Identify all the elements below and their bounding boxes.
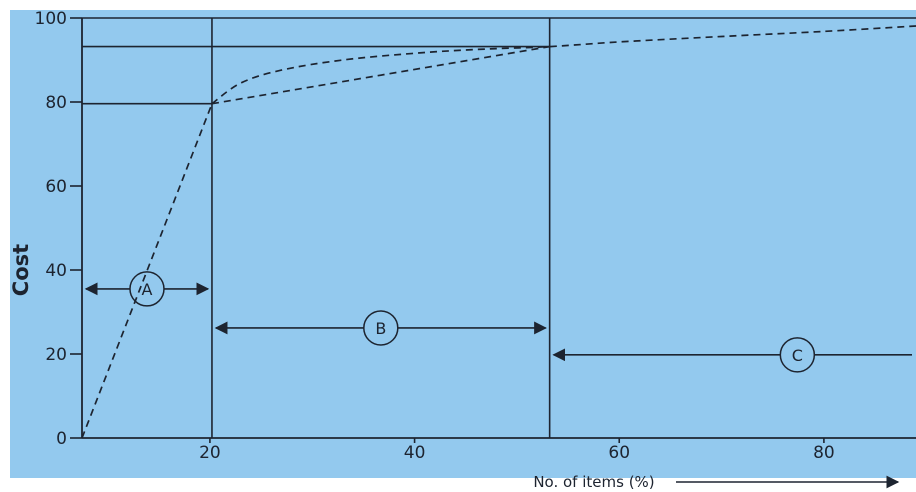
y-tick-label-80: 80 (45, 93, 67, 113)
zone-a-annotation: A (84, 271, 210, 307)
y-tick-label-0: 0 (56, 429, 67, 449)
zone-b-annotation: B (214, 310, 547, 346)
y-tick-label-60: 60 (45, 177, 67, 197)
zone-b-circle (363, 310, 399, 346)
y-tick-label-20: 20 (45, 345, 67, 365)
zone-b-label: B (375, 319, 386, 338)
x-tick-label-80: 80 (813, 443, 835, 463)
plot-background (10, 10, 916, 478)
zone-c-annotation: C (552, 337, 912, 373)
y-tick-label-40: 40 (45, 261, 67, 281)
x-tick-label-20: 20 (199, 443, 221, 463)
x-axis-title: No. of items (%) (533, 473, 654, 491)
series-line-3 (211, 25, 916, 105)
y-tick-label-100: 100 (35, 9, 67, 29)
y-axis-title: Cost (9, 244, 33, 296)
zone-c-label: C (792, 346, 803, 365)
x-tick-label-60: 60 (608, 443, 630, 463)
x-tick-label-40: 40 (404, 443, 426, 463)
zone-c-circle (779, 337, 816, 373)
zone-a-circle (129, 271, 165, 307)
zone-a-label: A (142, 280, 153, 299)
series-line-2 (211, 45, 550, 105)
